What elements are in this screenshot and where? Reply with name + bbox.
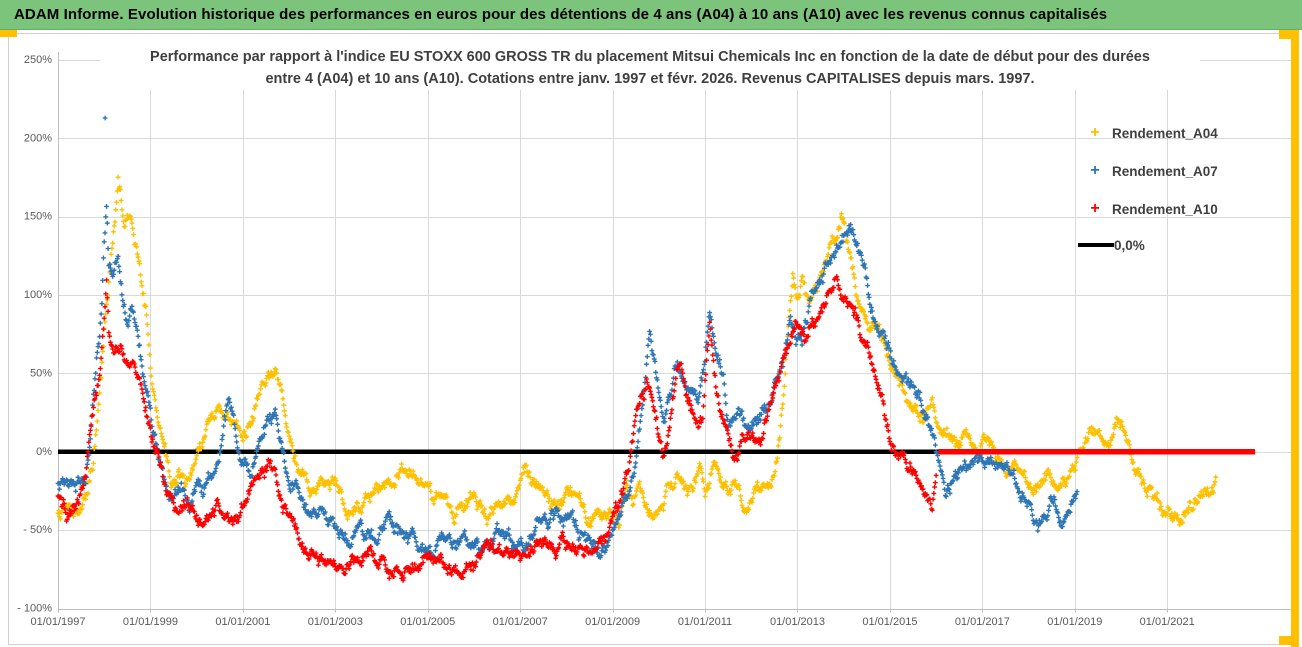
chart-title-line-1: Performance par rapport à l'indice EU ST… bbox=[150, 49, 1150, 65]
yellow-accent-bottom-right bbox=[1279, 636, 1299, 645]
legend-label: 0,0% bbox=[1114, 237, 1145, 253]
legend-item-rendement-a07[interactable]: + Rendement_A07 bbox=[1078, 152, 1296, 190]
legend-item-zero-line[interactable]: 0,0% bbox=[1078, 228, 1296, 262]
zero-line-swatch-icon bbox=[1078, 243, 1114, 247]
yellow-accent-left bbox=[0, 30, 17, 37]
yellow-accent-right bbox=[1291, 30, 1299, 647]
chart-title-line-2: entre 4 (A04) et 10 ans (A10). Cotations… bbox=[265, 71, 1035, 87]
cross-marker-icon: + bbox=[1090, 162, 1100, 179]
cross-marker-icon: + bbox=[1090, 200, 1100, 217]
chart-title: Performance par rapport à l'indice EU ST… bbox=[100, 46, 1200, 90]
legend-label: Rendement_A07 bbox=[1112, 163, 1218, 179]
chart-legend: + Rendement_A04 + Rendement_A07 + Rendem… bbox=[1078, 114, 1296, 262]
legend-label: Rendement_A10 bbox=[1112, 201, 1218, 217]
legend-label: Rendement_A04 bbox=[1112, 125, 1218, 141]
legend-item-rendement-a10[interactable]: + Rendement_A10 bbox=[1078, 190, 1296, 228]
yellow-accent-top-right bbox=[1279, 30, 1299, 39]
cross-marker-icon: + bbox=[1090, 124, 1100, 141]
legend-item-rendement-a04[interactable]: + Rendement_A04 bbox=[1078, 114, 1296, 152]
